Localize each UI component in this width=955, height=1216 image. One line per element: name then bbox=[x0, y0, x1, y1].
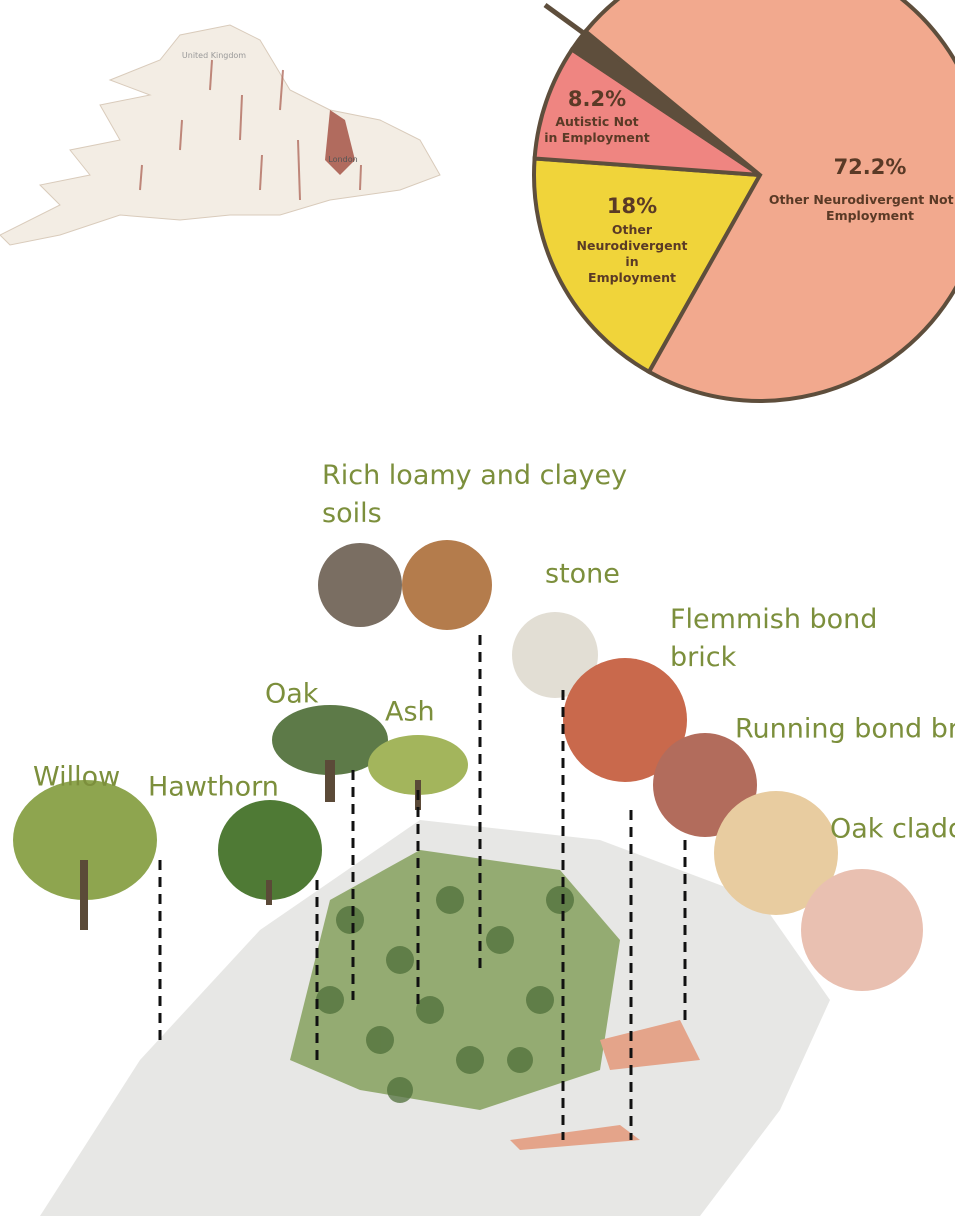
value-label: 8.2% bbox=[568, 87, 626, 111]
value-label: 72.2% bbox=[834, 155, 907, 179]
material-label: Running bond brick bbox=[735, 714, 955, 745]
material-label: stone bbox=[545, 559, 620, 590]
page: United Kingdom London 18%OtherNeurodiver… bbox=[0, 0, 955, 1216]
value-label: 18% bbox=[607, 194, 657, 218]
tree-label: Willow bbox=[33, 762, 120, 793]
uk-map: United Kingdom London bbox=[0, 25, 440, 245]
tree-label: Hawthorn bbox=[148, 772, 279, 803]
map-label: London bbox=[328, 155, 357, 164]
site-illustration bbox=[13, 540, 923, 1216]
map-label: United Kingdom bbox=[182, 51, 246, 60]
material-label: Oak cladding bbox=[830, 814, 955, 845]
tree-label: Oak bbox=[265, 679, 319, 710]
tree-label: Ash bbox=[385, 697, 435, 728]
